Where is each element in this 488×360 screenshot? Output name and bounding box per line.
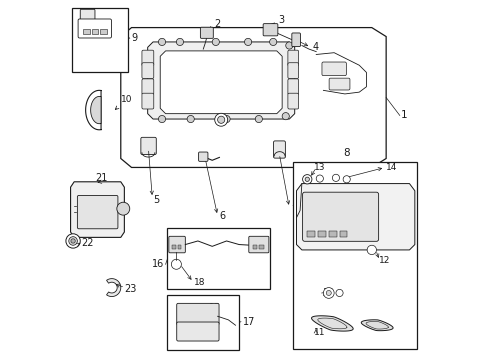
FancyBboxPatch shape [291, 33, 300, 46]
FancyBboxPatch shape [287, 63, 298, 78]
Text: 4: 4 [312, 42, 318, 52]
Text: 15: 15 [323, 288, 334, 297]
Bar [317, 231, 325, 237]
Text: 14: 14 [386, 163, 397, 172]
Circle shape [158, 39, 165, 45]
FancyBboxPatch shape [198, 152, 207, 161]
Text: 8: 8 [343, 148, 349, 158]
Circle shape [343, 176, 349, 183]
Circle shape [366, 245, 376, 255]
Bar [167, 228, 269, 289]
Text: 1: 1 [400, 111, 407, 121]
Bar [292, 162, 416, 348]
Circle shape [305, 177, 309, 181]
Text: 10: 10 [115, 95, 132, 109]
FancyBboxPatch shape [302, 192, 378, 241]
Circle shape [316, 175, 323, 182]
Text: 12: 12 [378, 256, 389, 265]
Text: 7: 7 [290, 206, 297, 216]
Text: 6: 6 [219, 211, 225, 221]
Circle shape [158, 116, 165, 123]
Polygon shape [70, 182, 124, 237]
Text: 21: 21 [95, 173, 107, 183]
Bar [306, 231, 314, 237]
Circle shape [214, 113, 227, 126]
Bar [328, 231, 336, 237]
Text: 2: 2 [214, 19, 220, 29]
FancyBboxPatch shape [176, 303, 219, 325]
FancyBboxPatch shape [142, 50, 153, 66]
Bar [178, 245, 181, 249]
Bar [167, 295, 239, 350]
Bar [83, 30, 89, 34]
Text: 17: 17 [242, 317, 255, 327]
FancyBboxPatch shape [287, 50, 298, 66]
FancyBboxPatch shape [142, 63, 153, 78]
Circle shape [171, 259, 181, 269]
Polygon shape [85, 90, 101, 130]
Polygon shape [296, 184, 414, 250]
FancyBboxPatch shape [77, 195, 118, 229]
FancyBboxPatch shape [168, 236, 185, 253]
Text: 13: 13 [314, 163, 325, 172]
Circle shape [69, 237, 77, 245]
Polygon shape [147, 42, 294, 119]
FancyBboxPatch shape [176, 322, 219, 341]
Text: 5: 5 [153, 195, 159, 205]
FancyBboxPatch shape [200, 27, 213, 39]
Polygon shape [160, 51, 282, 114]
Text: 3: 3 [278, 15, 284, 26]
FancyBboxPatch shape [142, 93, 153, 109]
Text: 20: 20 [208, 317, 220, 326]
Circle shape [66, 234, 80, 248]
Text: 23: 23 [124, 284, 137, 294]
Circle shape [335, 289, 343, 297]
FancyBboxPatch shape [287, 79, 298, 95]
Circle shape [244, 39, 251, 45]
FancyBboxPatch shape [141, 137, 156, 154]
Polygon shape [90, 96, 101, 124]
Bar [100, 30, 106, 34]
Bar [252, 245, 257, 249]
Text: 11: 11 [314, 328, 325, 337]
FancyBboxPatch shape [287, 93, 298, 109]
Text: 18: 18 [194, 278, 205, 287]
Text: 19: 19 [208, 303, 220, 312]
Polygon shape [121, 28, 386, 167]
Polygon shape [361, 320, 392, 331]
Circle shape [325, 291, 330, 296]
Circle shape [71, 239, 75, 243]
Circle shape [332, 174, 339, 181]
Bar [339, 231, 346, 237]
Circle shape [302, 175, 311, 184]
FancyBboxPatch shape [248, 236, 268, 253]
FancyBboxPatch shape [80, 9, 95, 22]
Circle shape [285, 42, 292, 49]
Circle shape [217, 116, 224, 123]
Polygon shape [106, 279, 121, 297]
FancyBboxPatch shape [328, 78, 349, 90]
Polygon shape [311, 316, 352, 331]
Bar [172, 245, 175, 249]
FancyBboxPatch shape [263, 24, 277, 36]
Circle shape [282, 113, 289, 120]
Text: 9: 9 [131, 33, 138, 43]
Circle shape [223, 116, 230, 123]
FancyBboxPatch shape [142, 79, 153, 95]
Circle shape [176, 39, 183, 45]
FancyBboxPatch shape [78, 19, 111, 38]
Text: 16: 16 [151, 259, 163, 269]
Circle shape [117, 202, 129, 215]
Bar [92, 30, 98, 34]
Bar [259, 245, 263, 249]
Circle shape [212, 39, 219, 45]
Circle shape [255, 116, 262, 123]
Text: 22: 22 [81, 238, 94, 248]
Bar [72, 8, 128, 72]
Circle shape [187, 116, 194, 123]
Circle shape [323, 288, 333, 298]
Circle shape [269, 39, 276, 45]
FancyBboxPatch shape [273, 141, 285, 158]
FancyBboxPatch shape [321, 62, 346, 76]
